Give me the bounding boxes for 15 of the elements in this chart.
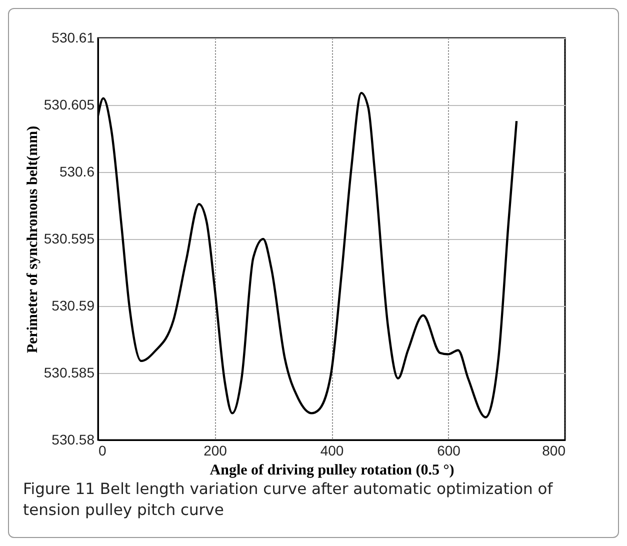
caption: Figure 11 Belt length variation curve after automatic optimization of tension pulley pitch curve xyxy=(23,479,554,521)
x-tick-label: 600 xyxy=(437,442,461,458)
x-axis-title: Angle of driving pulley rotation (0.5 °) xyxy=(210,462,454,478)
y-tick-label: 530.61 xyxy=(52,30,95,46)
y-tick-label: 530.6 xyxy=(59,164,95,180)
y-axis-title: Perimeter of synchronous belt(mm) xyxy=(24,126,41,354)
x-tick-label: 800 xyxy=(542,442,566,458)
y-tick-label: 530.595 xyxy=(44,230,95,246)
x-tick-label: 400 xyxy=(320,442,344,458)
x-tick-label: 0 xyxy=(98,442,106,458)
y-tick-label: 530.59 xyxy=(52,298,95,314)
y-tick-label: 530.585 xyxy=(44,364,95,380)
y-tick-label: 530.58 xyxy=(52,432,95,448)
x-tick-label: 200 xyxy=(204,442,228,458)
y-tick-label: 530.605 xyxy=(44,96,95,112)
